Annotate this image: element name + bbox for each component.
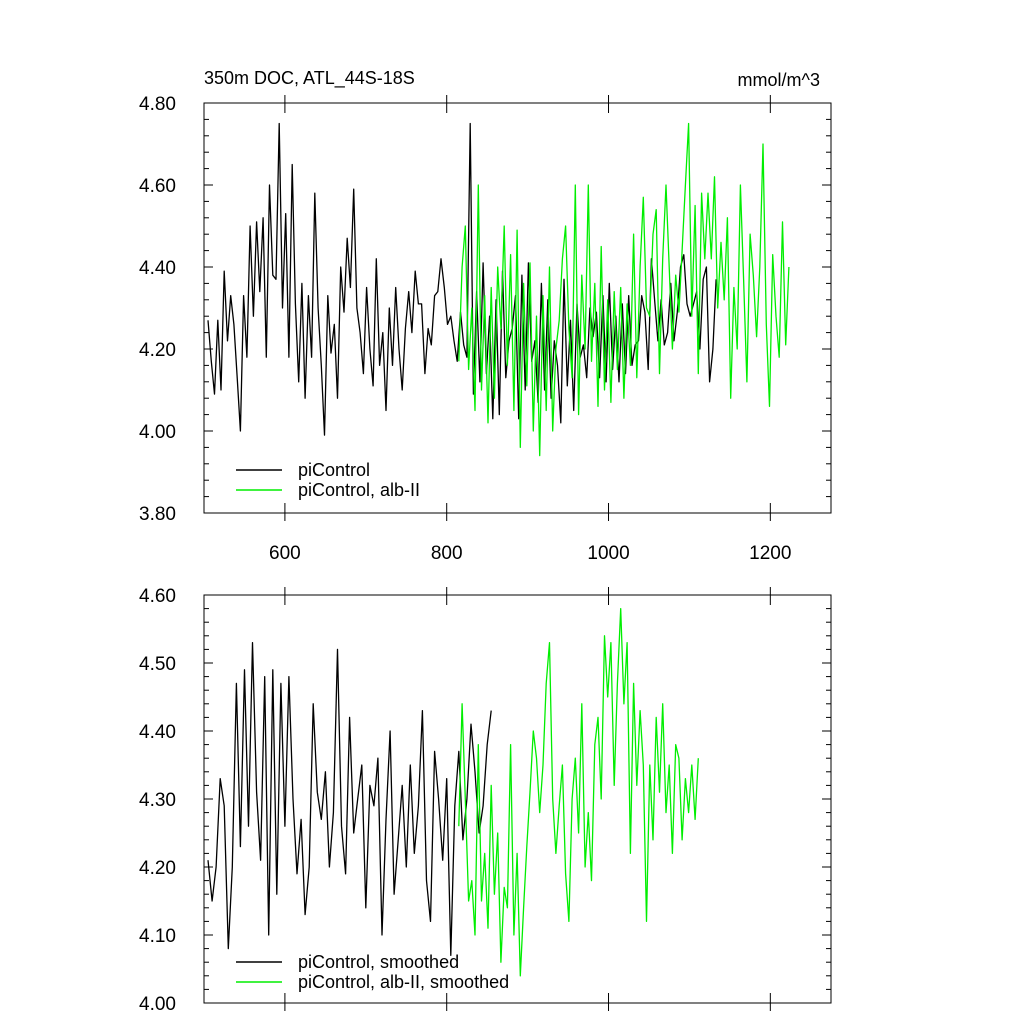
series-line-picontrol-alb-ii <box>458 607 699 977</box>
y-tick-label: 4.20 <box>139 340 176 361</box>
top-plot-frame <box>203 102 832 514</box>
x-tick-label: 800 <box>431 543 463 564</box>
y-tick-label: 4.00 <box>139 422 176 443</box>
legend-label-picontrol-smoothed: piControl, smoothed <box>298 952 459 972</box>
top-axes: 3.80 4.00 4.20 4.40 4.60 4.80 600 800 1000 1200 <box>139 94 831 564</box>
y-tick-label: 3.80 <box>139 504 176 525</box>
y-tick-label: 4.10 <box>139 926 176 947</box>
top-legend: piControl piControl, alb-II <box>236 460 420 500</box>
x-tick-label: 1200 <box>749 543 791 564</box>
bottom-series-layer <box>207 607 699 977</box>
y-tick-label: 4.20 <box>139 858 176 879</box>
series-line-picontrol <box>207 122 717 436</box>
panel-title: 350m DOC, ATL_44S-18S <box>204 68 415 89</box>
bottom-axes: 4.00 4.10 4.20 4.30 4.40 4.50 4.60 <box>139 586 831 1015</box>
x-tick-label: 600 <box>269 543 301 564</box>
legend-label-picontrol: piControl <box>298 460 370 480</box>
y-tick-label: 4.40 <box>139 722 176 743</box>
y-tick-label: 4.60 <box>139 586 176 607</box>
legend-label-picontrol-alb-ii: piControl, alb-II <box>298 480 420 500</box>
bottom-panel: 4.00 4.10 4.20 4.30 4.40 4.50 4.60 piControl, … <box>139 586 832 1015</box>
y-tick-label: 4.60 <box>139 176 176 197</box>
y-tick-label: 4.80 <box>139 94 176 115</box>
series-line-picontrol-alb-ii <box>458 122 790 457</box>
y-tick-label: 4.30 <box>139 790 176 811</box>
y-tick-label: 4.00 <box>139 994 176 1015</box>
x-tick-label: 1000 <box>587 543 629 564</box>
y-tick-label: 4.40 <box>139 258 176 279</box>
bottom-plot-frame <box>203 594 832 1004</box>
top-series-layer <box>207 122 790 457</box>
bottom-legend: piControl, smoothed piControl, alb-II, s… <box>236 952 509 992</box>
legend-label-picontrol-alb-ii-smoothed: piControl, alb-II, smoothed <box>298 972 509 992</box>
series-line-picontrol <box>207 641 492 957</box>
units-label: mmol/m^3 <box>738 70 820 90</box>
top-panel: 350m DOC, ATL_44S-18S mmol/m^3 3.80 4.00 4… <box>139 68 832 564</box>
y-tick-label: 4.50 <box>139 654 176 675</box>
